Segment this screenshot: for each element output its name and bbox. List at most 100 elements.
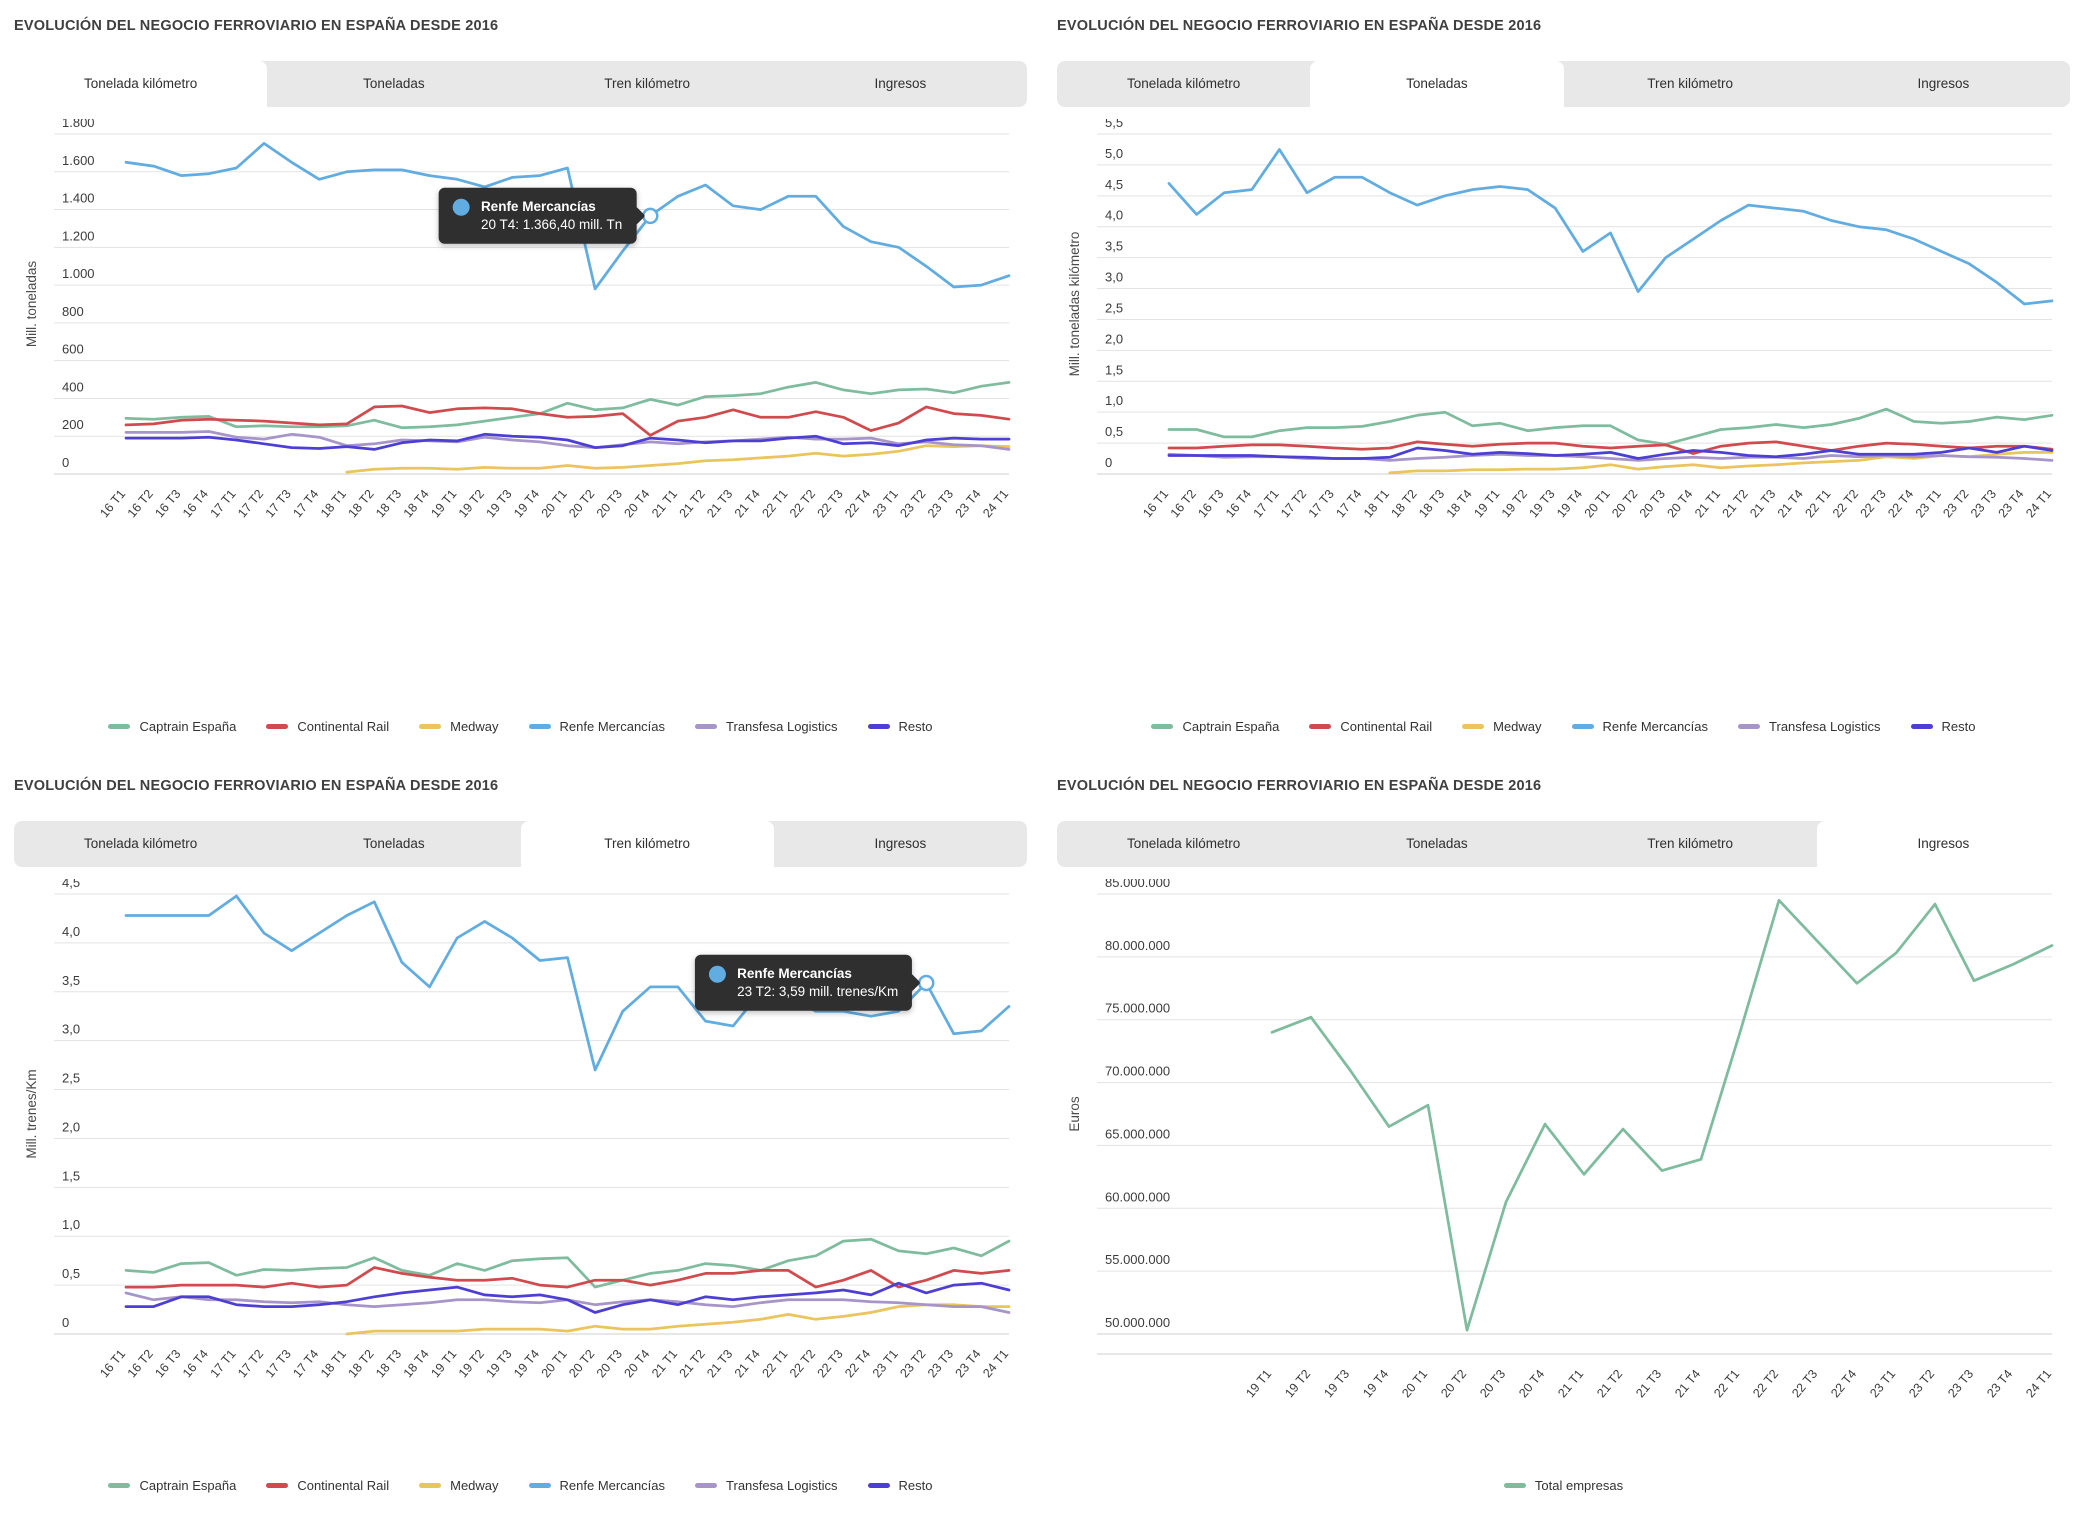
svg-text:23 T4: 23 T4 (1996, 487, 2027, 520)
tab-bar: Tonelada kilómetro Toneladas Tren kilómetr… (1057, 61, 2070, 115)
legend-item-medway[interactable]: Medway (419, 1478, 499, 1493)
svg-text:20 T2: 20 T2 (566, 1347, 597, 1380)
tab-tren-kilometro[interactable]: Tren kilómetro (520, 821, 774, 875)
tab-toneladas[interactable]: Toneladas (363, 836, 425, 851)
svg-text:21 T2: 21 T2 (677, 487, 708, 520)
svg-text:21 T3: 21 T3 (1747, 487, 1778, 520)
svg-text:16 T3: 16 T3 (152, 487, 183, 520)
legend-swatch-icon (528, 1483, 551, 1488)
svg-text:19 T1: 19 T1 (428, 487, 459, 520)
svg-text:18 T4: 18 T4 (401, 487, 432, 520)
tab-tonelada-kilometro[interactable]: Tonelada kilómetro (14, 61, 268, 115)
legend-label: Captrain España (139, 1478, 237, 1493)
svg-text:17 T1: 17 T1 (208, 487, 239, 520)
svg-text:19 T1: 19 T1 (1471, 487, 1502, 520)
svg-text:16 T2: 16 T2 (125, 487, 156, 520)
legend-swatch-icon (867, 724, 890, 729)
legend-item-continental[interactable]: Continental Rail (266, 1478, 389, 1493)
svg-text:20 T4: 20 T4 (1664, 487, 1695, 520)
svg-text:21 T1: 21 T1 (1555, 1367, 1586, 1400)
legend-item-continental[interactable]: Continental Rail (1309, 719, 1432, 734)
legend-label: Medway (1493, 719, 1542, 734)
svg-text:2,0: 2,0 (62, 1119, 80, 1134)
svg-text:17 T3: 17 T3 (1306, 487, 1337, 520)
legend-item-transfesa[interactable]: Transfesa Logistics (1738, 719, 1881, 734)
tab-toneladas[interactable]: Toneladas (1406, 836, 1468, 851)
svg-text:22 T1: 22 T1 (1711, 1367, 1742, 1400)
svg-text:22 T4: 22 T4 (1885, 487, 1916, 520)
legend-item-renfe[interactable]: Renfe Mercancías (528, 1478, 666, 1493)
svg-text:22 T2: 22 T2 (1750, 1367, 1781, 1400)
legend-item-captrain[interactable]: Captrain España (108, 1478, 236, 1493)
svg-text:17 T4: 17 T4 (290, 1347, 321, 1380)
svg-text:21 T1: 21 T1 (1692, 487, 1723, 520)
legend-swatch-icon (867, 1483, 890, 1488)
tab-tren-kilometro[interactable]: Tren kilómetro (604, 76, 691, 91)
legend-item-medway[interactable]: Medway (1462, 719, 1542, 734)
svg-text:1.600: 1.600 (62, 153, 95, 168)
legend-item-continental[interactable]: Continental Rail (266, 719, 389, 734)
svg-text:22 T1: 22 T1 (759, 487, 790, 520)
legend-item-resto[interactable]: Resto (867, 719, 933, 734)
tab-toneladas[interactable]: Toneladas (363, 76, 425, 91)
chart-tooltip: Renfe Mercancías 20 T4: 1.366,40 mill. T… (438, 187, 637, 245)
legend-label: Renfe Mercancías (559, 1478, 666, 1493)
svg-text:1,0: 1,0 (1105, 393, 1123, 408)
legend-item-captrain[interactable]: Captrain España (108, 719, 236, 734)
svg-text:17 T4: 17 T4 (1333, 487, 1364, 520)
svg-text:21 T3: 21 T3 (704, 1347, 735, 1380)
svg-text:21 T1: 21 T1 (649, 1347, 680, 1380)
svg-text:85.000.000: 85.000.000 (1105, 879, 1170, 890)
chart-legend: Captrain España Continental Rail Medway Ren… (14, 719, 1027, 734)
svg-text:0,5: 0,5 (1105, 424, 1123, 439)
svg-text:19 T2: 19 T2 (456, 487, 487, 520)
series-dot-icon (709, 965, 727, 983)
legend-label: Medway (450, 1478, 499, 1493)
svg-text:19 T4: 19 T4 (1554, 487, 1585, 520)
tab-tonelada-kilometro[interactable]: Tonelada kilómetro (1126, 76, 1241, 91)
legend-swatch-icon (266, 724, 289, 729)
legend-item-captrain[interactable]: Captrain España (1151, 719, 1279, 734)
svg-text:22 T2: 22 T2 (787, 1347, 818, 1380)
svg-text:19 T4: 19 T4 (1360, 1367, 1391, 1400)
svg-text:21 T3: 21 T3 (704, 487, 735, 520)
legend-item-resto[interactable]: Resto (867, 1478, 933, 1493)
svg-text:19 T1: 19 T1 (428, 1347, 459, 1380)
tab-tonelada-kilometro[interactable]: Tonelada kilómetro (1126, 836, 1241, 851)
svg-text:21 T2: 21 T2 (677, 1347, 708, 1380)
svg-text:23 T3: 23 T3 (925, 487, 956, 520)
svg-text:22 T4: 22 T4 (842, 1347, 873, 1380)
legend-item-transfesa[interactable]: Transfesa Logistics (695, 719, 838, 734)
svg-text:20 T1: 20 T1 (539, 487, 570, 520)
tab-ingresos[interactable]: Ingresos (874, 836, 927, 851)
tab-toneladas[interactable]: Toneladas (1310, 61, 1564, 115)
legend-swatch-icon (419, 1483, 442, 1488)
tab-ingresos[interactable]: Ingresos (874, 76, 927, 91)
svg-text:20 T1: 20 T1 (1582, 487, 1613, 520)
tab-ingresos[interactable]: Ingresos (1816, 821, 2070, 875)
svg-text:20 T3: 20 T3 (594, 1347, 625, 1380)
legend-item-medway[interactable]: Medway (419, 719, 499, 734)
svg-text:17 T4: 17 T4 (290, 487, 321, 520)
tab-tren-kilometro[interactable]: Tren kilómetro (1647, 836, 1734, 851)
legend-item-resto[interactable]: Resto (1910, 719, 1976, 734)
tab-bar: Tonelada kilómetro Toneladas Tren kilómetr… (1057, 821, 2070, 875)
svg-text:24 T1: 24 T1 (2023, 487, 2054, 520)
tab-tonelada-kilometro[interactable]: Tonelada kilómetro (83, 836, 198, 851)
svg-text:19 T2: 19 T2 (1499, 487, 1530, 520)
legend-swatch-icon (108, 1483, 131, 1488)
legend-item-total[interactable]: Total empresas (1503, 1478, 1623, 1493)
legend-item-renfe[interactable]: Renfe Mercancías (528, 719, 665, 734)
chart-plot: 0 0,5 1,0 1,5 2,0 2,5 3,0 3,5 4,0 4,5 Mill. trenes… (14, 879, 1027, 1414)
legend-item-renfe[interactable]: Renfe Mercancías (1571, 719, 1708, 734)
svg-text:70.000.000: 70.000.000 (1105, 1064, 1170, 1079)
svg-text:19 T3: 19 T3 (483, 1347, 514, 1380)
legend-label: Resto (898, 1478, 933, 1493)
legend-item-transfesa[interactable]: Transfesa Logistics (695, 1478, 838, 1493)
svg-text:22 T4: 22 T4 (842, 487, 873, 520)
tab-ingresos[interactable]: Ingresos (1917, 76, 1970, 91)
svg-text:19 T3: 19 T3 (1526, 487, 1557, 520)
legend-label: Resto (1941, 719, 1976, 734)
tab-tren-kilometro[interactable]: Tren kilómetro (1647, 76, 1734, 91)
svg-text:1.000: 1.000 (62, 266, 95, 281)
